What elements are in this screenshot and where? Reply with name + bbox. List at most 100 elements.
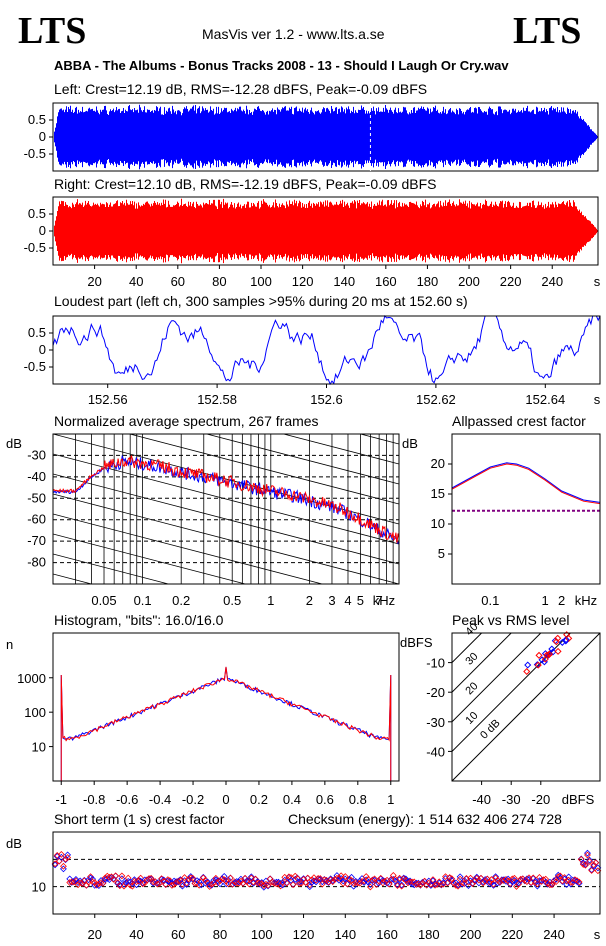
short-term-point bbox=[552, 878, 560, 886]
peak-rms-diagonal bbox=[452, 633, 542, 723]
short-term-point bbox=[396, 874, 403, 882]
allpass-xunit: kHz bbox=[575, 593, 597, 608]
short-term-frame bbox=[52, 831, 601, 915]
right-wave-xtick-label: 220 bbox=[500, 274, 522, 289]
histogram-ytick-label: 100 bbox=[24, 705, 46, 720]
peak-rms-ylabel: dBFS bbox=[400, 635, 433, 650]
checksum-text: Checksum (energy): 1 514 632 406 274 728 bbox=[288, 811, 562, 827]
left-wave-signal bbox=[54, 104, 598, 170]
spectrum-diagonal bbox=[53, 533, 247, 584]
spectrum-diagonal bbox=[205, 434, 399, 485]
short-term-point bbox=[237, 877, 245, 885]
short-term-point bbox=[369, 876, 376, 884]
short-term-point bbox=[490, 881, 497, 889]
short-term-point bbox=[473, 874, 481, 882]
short-term-point bbox=[224, 880, 232, 888]
right-wave-xtick-label: 60 bbox=[171, 274, 185, 289]
short-term-xtick-label: 60 bbox=[171, 927, 185, 942]
short-term-point bbox=[448, 875, 456, 883]
short-term-point bbox=[227, 874, 234, 882]
histogram-title: Histogram, "bits": 16.0/16.0 bbox=[54, 612, 224, 628]
short-term-point bbox=[62, 856, 69, 864]
short-term-point bbox=[329, 878, 337, 886]
short-term-point bbox=[592, 859, 600, 867]
short-term-point bbox=[252, 875, 259, 883]
short-term-point bbox=[584, 849, 591, 857]
loudest-xtick-label: 152.6 bbox=[310, 392, 343, 407]
spectrum-frame bbox=[52, 433, 400, 585]
right-wave-signal bbox=[54, 198, 598, 264]
short-term-point bbox=[147, 875, 155, 883]
short-term-point bbox=[542, 875, 550, 883]
short-term-point bbox=[533, 882, 541, 890]
right-wave-xtick-label: 100 bbox=[250, 274, 272, 289]
short-term-point bbox=[266, 875, 274, 883]
peak-rms-point bbox=[534, 661, 542, 669]
right-wave-xtick-label: 80 bbox=[212, 274, 226, 289]
peak-rms-point bbox=[524, 661, 532, 669]
histogram-left-line bbox=[60, 666, 392, 781]
peak-rms-frame bbox=[451, 632, 601, 782]
logo-right: LTS bbox=[513, 10, 582, 52]
short-term-point bbox=[394, 882, 401, 890]
short-term-point bbox=[335, 876, 343, 884]
short-term-point bbox=[339, 880, 347, 887]
short-term-point bbox=[51, 861, 59, 869]
short-term-point bbox=[283, 879, 291, 887]
spectrum-diagonal bbox=[53, 634, 399, 724]
spectrum-diagonal bbox=[128, 434, 399, 505]
short-term-xtick-label: 80 bbox=[213, 927, 227, 942]
spectrum-title: Normalized average spectrum, 267 frames bbox=[54, 413, 319, 429]
spectrum-xtick-label: 1 bbox=[267, 593, 274, 608]
short-term-point bbox=[112, 872, 120, 880]
short-term-point bbox=[584, 851, 591, 859]
allpass-xtick-label: 1 bbox=[542, 593, 549, 608]
histogram-xtick-label: -0.2 bbox=[182, 792, 204, 807]
peak-rms-crest-label: 40 bbox=[463, 621, 480, 638]
short-term-point bbox=[379, 879, 387, 887]
spectrum-ytick-label: -80 bbox=[27, 555, 46, 570]
short-term-point bbox=[212, 874, 220, 882]
peak-rms-xtick-label: -30 bbox=[502, 792, 521, 807]
spectrum-ytick-label: -30 bbox=[27, 447, 46, 462]
spectrum-ytick-label: -60 bbox=[27, 512, 46, 527]
spectrum-diagonal bbox=[53, 553, 170, 584]
right-wave-title: Right: Crest=12.10 dB, RMS=-12.19 dBFS, … bbox=[54, 176, 437, 192]
short-term-point bbox=[581, 861, 589, 869]
peak-rms-crest-label: 20 bbox=[463, 680, 480, 697]
left-wave-title: Left: Crest=12.19 dB, RMS=-12.28 dBFS, P… bbox=[54, 81, 428, 97]
short-term-point bbox=[511, 874, 518, 882]
right-wave-xtick-label: 160 bbox=[375, 274, 397, 289]
short-term-point bbox=[166, 877, 174, 884]
short-term-point bbox=[87, 873, 94, 881]
short-term-xtick-label: 140 bbox=[334, 927, 356, 942]
short-term-point bbox=[341, 873, 349, 880]
peak-rms-crest-label: 30 bbox=[463, 651, 480, 668]
peak-rms-ytick-label: -10 bbox=[426, 656, 445, 671]
peak-rms-xunit: dBFS bbox=[562, 792, 595, 807]
short-term-point bbox=[281, 873, 289, 881]
peak-rms-diagonals bbox=[452, 633, 600, 781]
spectrum-diagonals bbox=[53, 314, 399, 724]
short-term-point bbox=[235, 879, 243, 887]
peak-rms-xtick-label: -40 bbox=[472, 792, 491, 807]
peak-rms-diagonal bbox=[452, 633, 572, 753]
loudest-title: Loudest part (left ch, 300 samples >95% … bbox=[54, 293, 468, 309]
spectrum-diagonal bbox=[53, 314, 399, 404]
left-wave-ytick-label: -0.5 bbox=[24, 146, 46, 161]
peak-rms-point bbox=[540, 658, 548, 666]
short-term-point bbox=[406, 878, 414, 886]
short-term-point bbox=[594, 867, 602, 875]
spectrum-xtick-label: 0.5 bbox=[223, 593, 241, 608]
short-term-point bbox=[471, 876, 479, 884]
allpass-ytick-label: 15 bbox=[431, 486, 445, 501]
right-wave-xtick-label: 120 bbox=[292, 274, 314, 289]
short-term-xunit: s bbox=[594, 927, 601, 942]
histogram-ytick-label: 1000 bbox=[17, 671, 46, 686]
short-term-xtick-label: 200 bbox=[460, 927, 482, 942]
left-wave-ytick-label: 0.5 bbox=[28, 112, 46, 127]
file-title: ABBA - The Albums - Bonus Tracks 2008 - … bbox=[54, 58, 509, 73]
histogram-xtick-label: -0.4 bbox=[149, 792, 171, 807]
short-term-point bbox=[264, 881, 272, 889]
